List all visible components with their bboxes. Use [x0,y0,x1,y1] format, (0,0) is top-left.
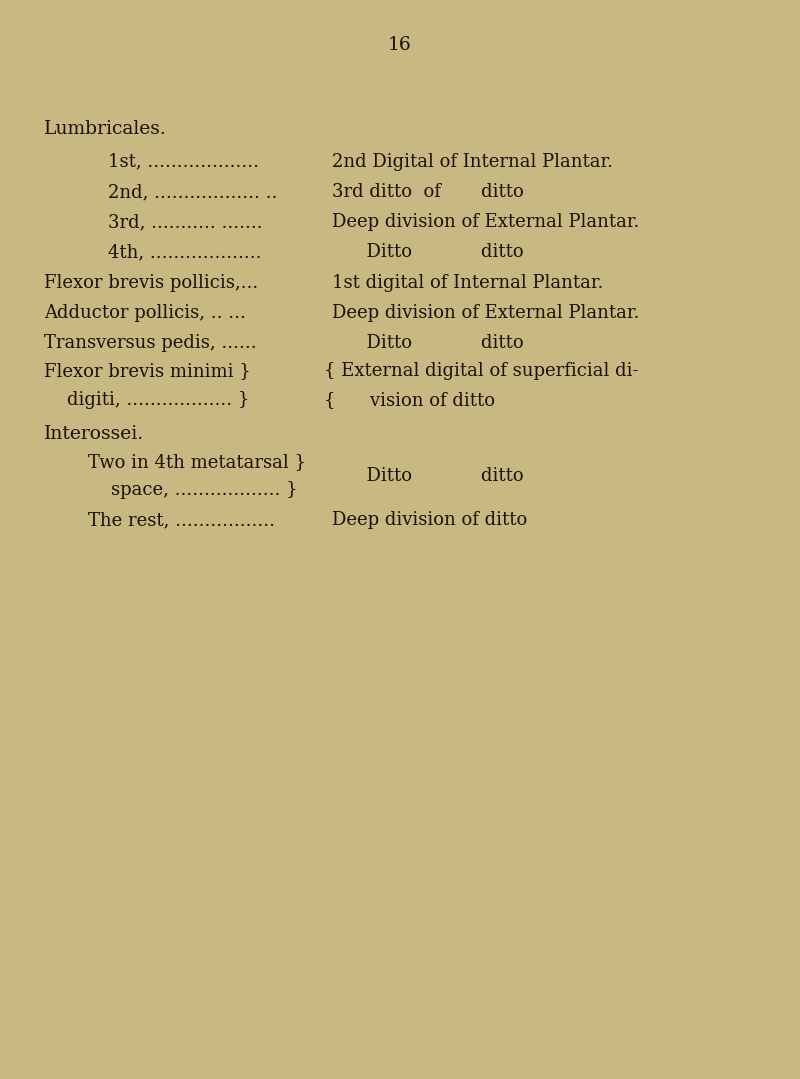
Text: 4th, ...................: 4th, ................... [108,244,262,261]
Text: Deep division of External Plantar.: Deep division of External Plantar. [332,214,639,231]
Text: Lumbricales.: Lumbricales. [44,121,166,138]
Text: Adductor pollicis, .. ...: Adductor pollicis, .. ... [44,304,246,322]
Text: The rest, .................: The rest, ................. [88,511,275,529]
Text: Ditto            ditto: Ditto ditto [332,334,524,352]
Text: {      vision of ditto: { vision of ditto [324,392,495,409]
Text: digiti, .................. }: digiti, .................. } [44,392,250,409]
Text: Flexor brevis pollicis,...: Flexor brevis pollicis,... [44,274,258,291]
Text: Transversus pedis, ......: Transversus pedis, ...... [44,334,257,352]
Text: Deep division of External Plantar.: Deep division of External Plantar. [332,304,639,322]
Text: Deep division of ditto: Deep division of ditto [332,511,527,529]
Text: Interossei.: Interossei. [44,425,144,442]
Text: 3rd, ........... .......: 3rd, ........... ....... [108,214,262,231]
Text: 1st digital of Internal Plantar.: 1st digital of Internal Plantar. [332,274,603,291]
Text: 1st, ...................: 1st, ................... [108,153,259,170]
Text: 2nd, .................. ..: 2nd, .................. .. [108,183,278,201]
Text: space, .................. }: space, .................. } [88,481,298,498]
Text: Ditto            ditto: Ditto ditto [332,244,524,261]
Text: 2nd Digital of Internal Plantar.: 2nd Digital of Internal Plantar. [332,153,613,170]
Text: Two in 4th metatarsal }: Two in 4th metatarsal } [88,453,306,470]
Text: Flexor brevis minimi }: Flexor brevis minimi } [44,363,250,380]
Text: Ditto            ditto: Ditto ditto [332,467,524,484]
Text: 3rd ditto  of       ditto: 3rd ditto of ditto [332,183,524,201]
Text: 16: 16 [388,37,412,54]
Text: { External digital of superficial di-: { External digital of superficial di- [324,363,638,380]
